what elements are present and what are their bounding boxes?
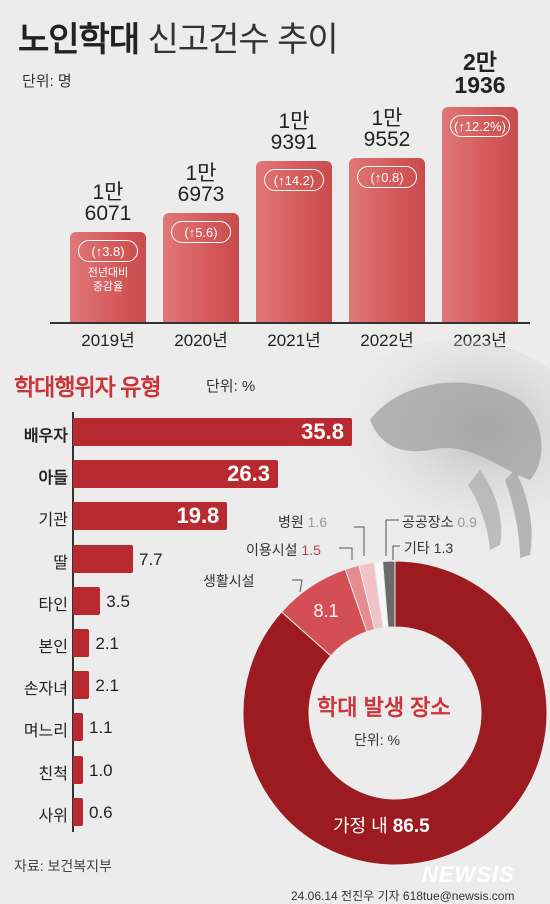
perpetrator-value-label: 1.1 [89, 718, 113, 738]
perpetrator-bar-본인 [73, 629, 90, 657]
year-bar-value-label: 1만 6973 [156, 163, 246, 205]
year-bar-value-line: 1936 [454, 72, 506, 98]
perpetrator-value-label: 35.8 [301, 419, 344, 444]
ann-other: 기타 1.3 [404, 540, 454, 556]
year-tick-label: 2021년 [267, 331, 321, 350]
newsis-logo: NEWSIS [422, 862, 515, 887]
home-slice-label: 가정 내 86.5 [333, 816, 430, 837]
year-bar-value-label: 1만 9391 [249, 111, 339, 153]
perpetrator-category-label: 사위 [38, 807, 68, 825]
bar-chart-unit: 단위: 명 [22, 73, 72, 90]
ann-use-facility: 이용시설 1.5 [246, 542, 321, 558]
perpetrator-value-label: 19.8 [176, 503, 220, 529]
year-bar-value-line: 1만 [371, 106, 403, 130]
perpetrator-chart-title: 학대행위자 유형 [14, 374, 162, 400]
growth-pill: (↑14.2) [264, 169, 324, 192]
page-title: 노인학대 신고건수 추이 [18, 12, 339, 61]
perpetrator-chart-unit: 단위: % [206, 378, 256, 395]
perpetrator-axis-line [72, 412, 74, 832]
perpetrator-category-label: 배우자 [23, 428, 68, 445]
perpetrator-category-label: 딸 [53, 554, 68, 572]
year-axis-line [50, 322, 530, 324]
donut-leader-line [385, 519, 399, 556]
perpetrator-bar-아들 [73, 460, 278, 489]
title-bold: 노인학대 [18, 21, 140, 59]
ann-public-place: 공공장소 0.9 [402, 514, 477, 530]
year-bar-value-line: 9391 [270, 131, 318, 155]
perpetrator-value-label: 7.7 [139, 549, 163, 569]
donut-leader-line [292, 579, 303, 593]
perpetrator-category-label: 본인 [38, 639, 68, 656]
donut-slice-기타 [382, 560, 396, 628]
perpetrator-value-label: 26.3 [227, 461, 270, 487]
perpetrator-value-label: 1.0 [89, 760, 113, 780]
donut-leader-line [392, 545, 400, 560]
perpetrator-bar-사위 [73, 797, 83, 826]
year-bar-value-line: 1만 [185, 161, 217, 185]
living-facility-slice-label: 8.1 [313, 601, 338, 621]
growth-pill: (↑5.6) [171, 220, 231, 243]
donut-leader-line [354, 526, 365, 556]
location-chart-title: 학대 발생 장소 [317, 695, 451, 720]
year-bar-value-line: 1만 [92, 181, 124, 204]
year-bar-value-line: 1만 [278, 110, 310, 134]
perpetrator-category-label: 친척 [38, 765, 68, 783]
donut-slice-가정 내 [242, 560, 548, 866]
perpetrator-bar-배우자 [73, 418, 352, 446]
year-bar-2023년 [442, 107, 518, 322]
year-bar-value-line: 2만 [463, 49, 497, 75]
growth-pill: (↑12.2%) [450, 115, 510, 137]
perpetrator-value-label: 2.1 [95, 634, 119, 653]
ann-hospital: 병원 1.6 [278, 514, 328, 530]
year-tick-label: 2019년 [81, 331, 135, 350]
year-tick-label: 2020년 [174, 331, 228, 350]
donut-leader-line [339, 547, 353, 560]
source-note: 자료: 보건복지부 [14, 858, 112, 874]
donut-hole [310, 628, 480, 798]
ann-living-facility: 생활시설 [203, 573, 255, 589]
growth-note: 전년대비 증감율 [87, 267, 129, 293]
title-light: 신고건수 추이 [147, 21, 339, 59]
perpetrator-category-label: 손자녀 [23, 681, 68, 699]
perpetrator-bar-손자녀 [73, 671, 90, 700]
perpetrator-bar-타인 [73, 586, 101, 615]
year-bar-value-label: 1만 9552 [342, 108, 432, 150]
credit-line: 24.06.14 전진우 기자 618tue@newsis.com [291, 889, 515, 903]
perpetrator-category-label: 기관 [38, 512, 68, 530]
growth-pill: (↑3.8) [78, 240, 138, 262]
year-bar-value-line: 6071 [84, 202, 132, 225]
perpetrator-value-label: 0.6 [89, 802, 113, 822]
year-bar-value-label: 1만 6071 [63, 182, 153, 224]
perpetrator-bar-기관 [73, 502, 228, 531]
perpetrator-category-label: 며느리 [23, 723, 68, 741]
location-chart-unit: 단위: % [354, 732, 400, 748]
year-bar-value-label: 2만 1936 [435, 51, 525, 97]
perpetrator-bar-며느리 [73, 713, 83, 742]
perpetrator-value-label: 3.5 [106, 591, 130, 611]
year-bar-value-line: 9552 [363, 127, 411, 151]
year-bar-value-line: 6973 [177, 182, 225, 206]
perpetrator-category-label: 타인 [38, 596, 68, 614]
perpetrator-value-label: 2.1 [95, 676, 119, 696]
growth-pill: (↑0.8) [357, 165, 417, 188]
perpetrator-category-label: 아들 [38, 470, 68, 488]
perpetrator-bar-딸 [73, 544, 133, 573]
perpetrator-bar-친척 [73, 755, 83, 784]
